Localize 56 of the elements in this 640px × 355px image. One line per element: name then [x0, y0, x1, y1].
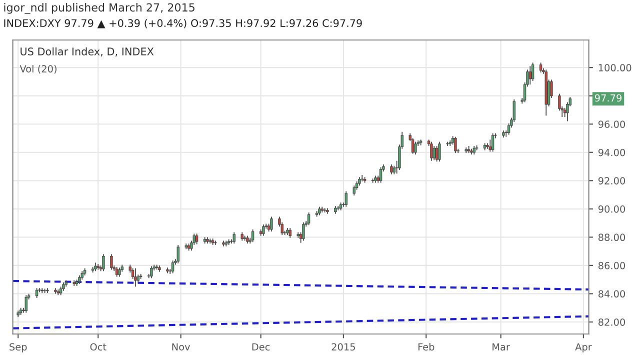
candlestick — [488, 139, 492, 152]
candlestick — [379, 166, 382, 184]
y-tick-label: 82.00 — [598, 318, 626, 326]
candlestick — [118, 267, 121, 278]
x-tick-label: Dec — [252, 343, 270, 351]
candlestick — [176, 244, 180, 264]
x-tick-label: Oct — [90, 343, 106, 351]
candlestick — [531, 62, 534, 82]
candlestick — [35, 288, 38, 298]
candlestick — [262, 224, 265, 236]
annotation: Vol (20) — [20, 64, 56, 74]
candlestick — [539, 62, 542, 73]
y-tick-label: 94.00 — [598, 148, 626, 156]
candlestick — [430, 141, 433, 162]
text: 97.79 — [594, 94, 622, 102]
candlestick — [102, 254, 105, 272]
candlestick — [390, 164, 393, 175]
candlestick — [528, 66, 532, 86]
x-tick-label: Apr — [575, 343, 592, 352]
x-tick-label: Feb — [418, 343, 434, 351]
candlestick — [432, 146, 436, 161]
text: US Dollar Index, D, INDEX — [20, 47, 154, 56]
candlestick — [438, 141, 441, 162]
candlestick — [435, 146, 438, 162]
y-tick-label: 92.00 — [598, 177, 626, 184]
candlestick — [454, 136, 457, 154]
candlestick — [344, 190, 348, 208]
text: INDEX:DXY 97.79 ▲ +0.39 (+0.4%) O:97.35 H:97.92 L:97.26 C:97.79 — [4, 19, 362, 28]
candlestick — [288, 228, 292, 238]
candlestick — [195, 233, 198, 245]
x-tick-label: 2015 — [332, 343, 355, 351]
x-tick-label: Mar — [492, 343, 510, 351]
candlestick — [251, 228, 254, 243]
candlestick — [352, 185, 356, 196]
candlestick — [24, 294, 28, 314]
candlestick — [134, 268, 137, 288]
y-tick-label: 90.00 — [598, 205, 626, 213]
y-tick-label: 100.00 — [598, 64, 632, 72]
candlestick — [414, 141, 417, 155]
y-tick-label: 86.00 — [598, 262, 626, 270]
candlestick — [150, 266, 153, 279]
y-tick-label: 96.00 — [598, 120, 626, 128]
y-tick-label: 84.00 — [598, 290, 626, 298]
candlestick — [115, 266, 118, 278]
candlestick — [491, 132, 494, 152]
candlestick — [110, 254, 113, 270]
candlestick — [232, 232, 236, 244]
y-tick-label: 88.00 — [598, 234, 626, 242]
x-tick-label: Sep — [10, 343, 27, 352]
text: igor_ndl published March 27, 2015 — [4, 3, 194, 14]
candlestick — [307, 212, 310, 226]
candlestick — [171, 260, 174, 274]
x-tick-label: Nov — [172, 343, 190, 351]
candlestick — [302, 222, 305, 242]
candlestick — [411, 138, 414, 154]
candlestick — [270, 216, 273, 232]
